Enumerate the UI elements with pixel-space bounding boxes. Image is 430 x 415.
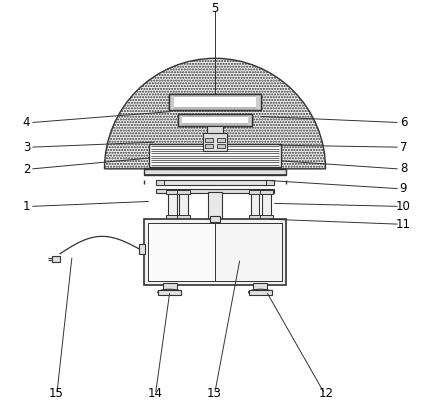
Text: 13: 13	[206, 387, 221, 400]
Bar	[144, 169, 286, 175]
Bar	[215, 223, 282, 281]
Text: 3: 3	[23, 141, 30, 154]
Bar	[169, 94, 174, 110]
Bar	[149, 144, 281, 167]
Bar	[158, 290, 181, 295]
Bar	[262, 192, 271, 219]
Ellipse shape	[158, 289, 181, 295]
Text: 2: 2	[23, 163, 30, 176]
Bar	[261, 215, 273, 219]
Bar	[178, 114, 252, 117]
Bar	[261, 190, 273, 193]
Bar	[144, 219, 286, 285]
Bar	[178, 123, 252, 127]
Bar	[166, 215, 178, 219]
Bar	[178, 215, 190, 219]
Bar	[207, 127, 223, 136]
Bar	[169, 94, 261, 110]
Text: 8: 8	[400, 163, 407, 176]
Bar	[256, 94, 261, 110]
Bar	[168, 192, 176, 219]
Bar	[179, 192, 188, 219]
Text: 6: 6	[400, 116, 407, 129]
Ellipse shape	[249, 289, 272, 295]
Bar	[169, 94, 261, 110]
Bar	[210, 136, 220, 142]
Bar	[249, 290, 272, 295]
Text: 4: 4	[23, 116, 30, 129]
Bar	[178, 114, 252, 127]
Bar	[178, 190, 190, 193]
Bar	[156, 180, 274, 185]
Bar	[249, 215, 261, 219]
Text: 10: 10	[396, 200, 411, 213]
Bar	[217, 144, 225, 148]
Bar	[210, 216, 220, 222]
Bar	[169, 107, 261, 110]
Text: 7: 7	[400, 141, 407, 154]
Bar	[169, 94, 261, 97]
Text: 9: 9	[400, 182, 407, 195]
Bar	[251, 192, 259, 219]
Bar	[156, 188, 274, 193]
Bar	[178, 114, 252, 127]
Bar	[205, 138, 213, 142]
Text: 14: 14	[147, 387, 163, 400]
Bar	[254, 283, 267, 290]
Bar	[52, 256, 60, 261]
Bar	[203, 133, 227, 151]
Text: 5: 5	[211, 2, 219, 15]
Bar	[148, 223, 282, 281]
Text: 11: 11	[396, 218, 411, 231]
Bar	[178, 114, 182, 127]
Bar	[166, 190, 178, 193]
Bar	[248, 114, 252, 127]
Bar	[249, 190, 261, 193]
Bar	[139, 244, 145, 254]
Bar	[266, 180, 274, 185]
Bar	[163, 283, 176, 290]
Text: 15: 15	[49, 387, 64, 400]
Bar	[156, 180, 164, 185]
Wedge shape	[104, 59, 326, 169]
Text: 12: 12	[319, 387, 334, 400]
Text: 1: 1	[23, 200, 30, 213]
Bar	[217, 138, 225, 142]
Bar	[205, 144, 213, 148]
Bar	[208, 192, 222, 219]
